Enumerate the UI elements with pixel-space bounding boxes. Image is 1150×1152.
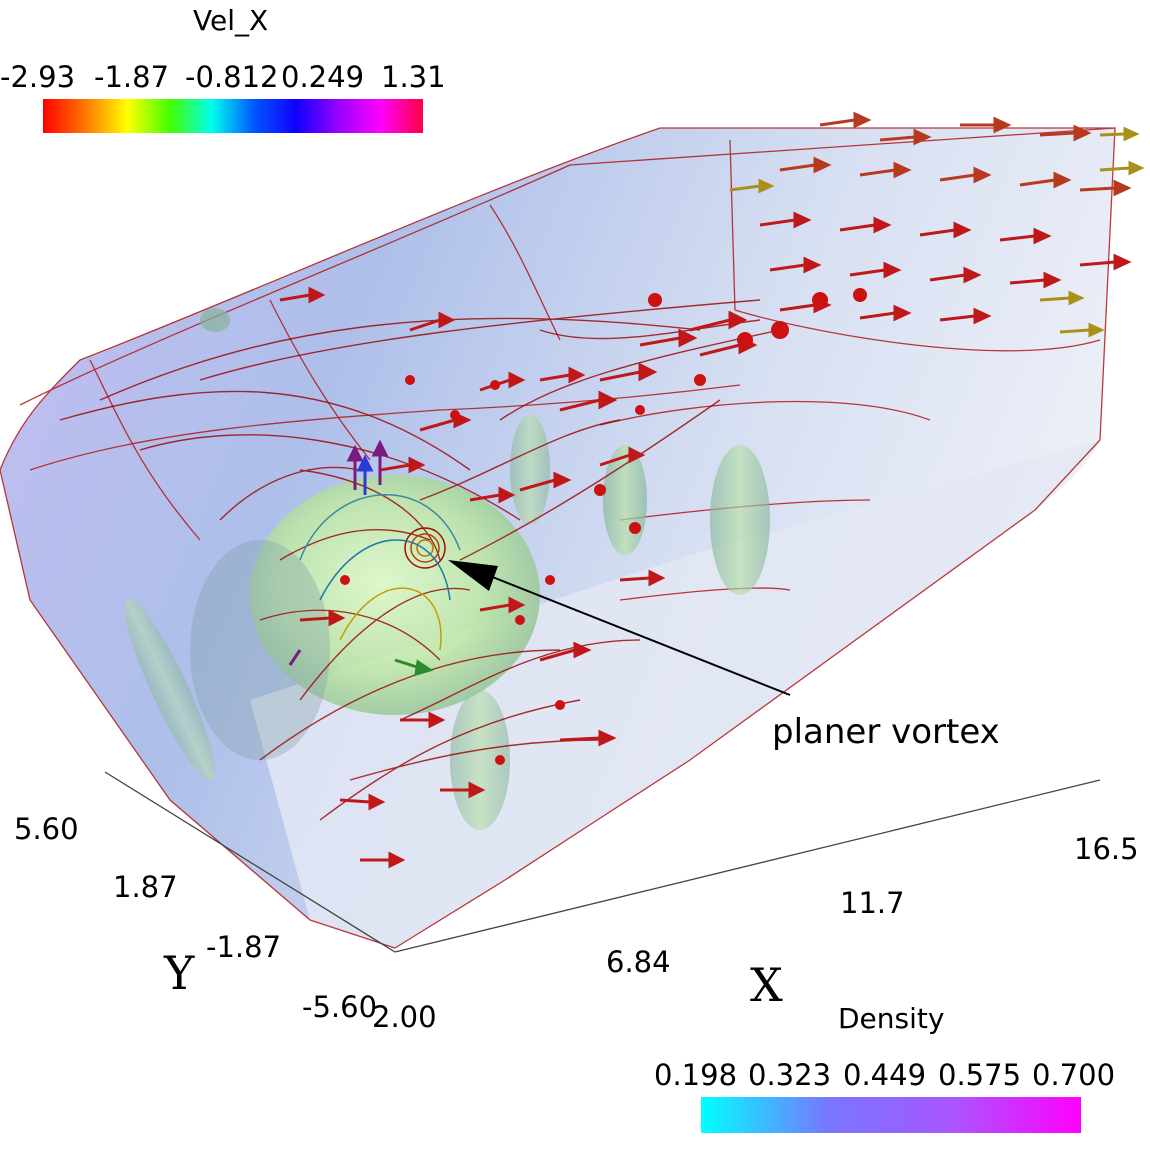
vel-legend-tick-4: 1.31 — [381, 60, 446, 94]
density-legend-tick-3: 0.575 — [938, 1058, 1022, 1092]
vortex-swirl — [299, 494, 461, 651]
y-tick-3: -5.60 — [302, 990, 378, 1024]
vel-legend-tick-0: -2.93 — [0, 60, 76, 94]
vel-legend-tick-2: -0.812 — [185, 60, 279, 94]
density-legend-tick-4: 0.700 — [1032, 1058, 1116, 1092]
vortex-blob — [250, 475, 540, 715]
density-legend-tick-2: 0.449 — [843, 1058, 927, 1092]
y-tick-1: 1.87 — [113, 870, 178, 904]
x-tick-3: 16.5 — [1074, 832, 1139, 866]
y-axis-label: Y — [164, 946, 195, 1000]
x-tick-0: 2.00 — [372, 1000, 437, 1034]
density-isosurfaces — [124, 308, 770, 830]
domain-lower-sheet — [250, 440, 1100, 948]
x-tick-2: 11.7 — [840, 886, 905, 920]
axes-lines — [104, 771, 1101, 953]
vortex-annotation: planer vortex — [772, 712, 1000, 752]
vortex-blob-shadow — [190, 540, 330, 760]
density-legend-colorbar — [701, 1097, 1081, 1133]
vel-legend-tick-1: -1.87 — [94, 60, 170, 94]
y-tick-0: 5.60 — [14, 812, 79, 846]
vel-legend-title: Vel_X — [193, 4, 269, 37]
x-tick-1: 6.84 — [606, 945, 671, 979]
velocity-glyphs — [279, 111, 1145, 869]
vel-legend-colorbar — [43, 99, 423, 133]
density-legend-title: Density — [838, 1002, 945, 1035]
density-legend-tick-0: 0.198 — [654, 1058, 738, 1092]
streamlines — [59, 299, 781, 821]
density-legend-tick-1: 0.323 — [748, 1058, 832, 1092]
y-tick-2: -1.87 — [206, 930, 282, 964]
x-axis-label: X — [750, 958, 783, 1012]
annotation-arrow — [448, 560, 791, 696]
vel-legend-tick-3: 0.249 — [281, 60, 365, 94]
domain-grid-lines — [0, 127, 1116, 949]
